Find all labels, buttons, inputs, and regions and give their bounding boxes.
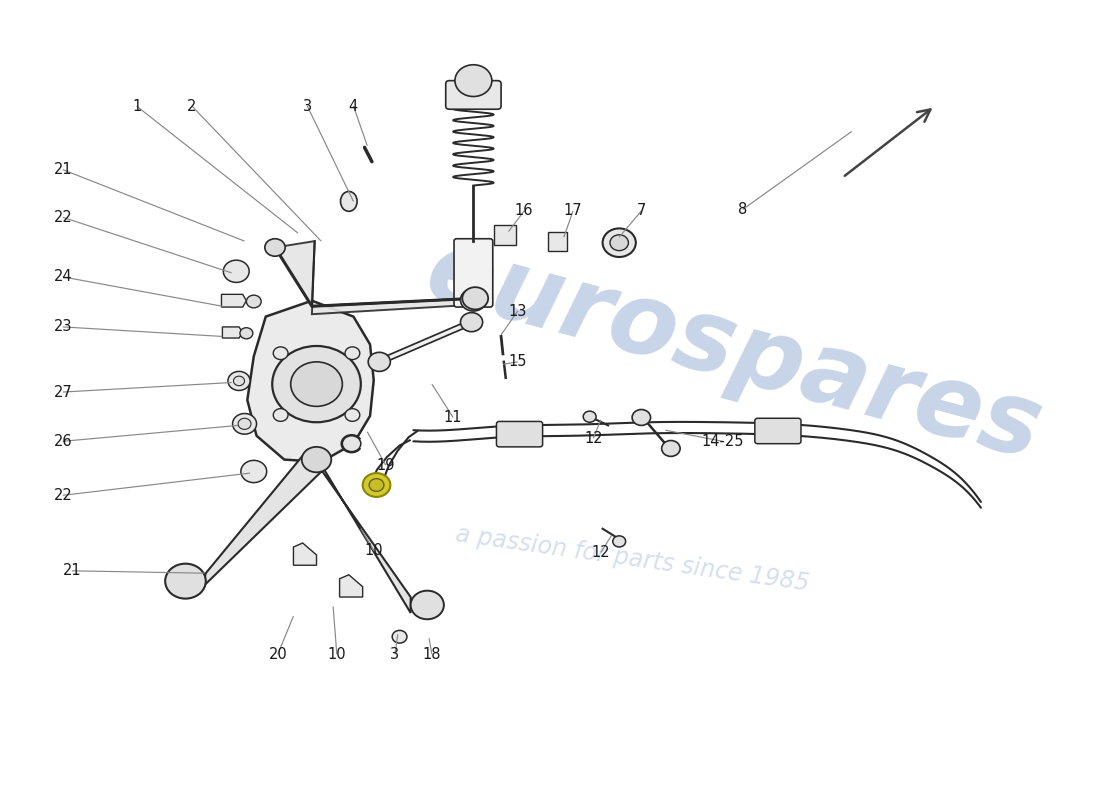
Text: 21: 21 [63,563,81,578]
Text: 20: 20 [268,646,287,662]
Circle shape [233,376,244,386]
Circle shape [410,590,444,619]
Circle shape [370,478,384,491]
Text: 3: 3 [390,646,399,662]
Text: 22: 22 [54,488,73,503]
Text: 26: 26 [54,434,73,449]
Polygon shape [248,301,374,462]
Circle shape [223,260,250,282]
Circle shape [583,411,596,422]
Polygon shape [494,226,516,245]
Text: 2: 2 [187,98,197,114]
Ellipse shape [341,191,358,211]
Text: 11: 11 [443,410,462,425]
Circle shape [273,409,288,422]
Text: 16: 16 [515,203,534,218]
Text: 14-25: 14-25 [702,434,744,449]
Polygon shape [222,327,243,338]
Circle shape [368,352,390,371]
Circle shape [461,289,486,311]
Circle shape [273,347,288,359]
FancyBboxPatch shape [454,238,493,307]
Polygon shape [275,241,475,314]
Circle shape [228,371,250,390]
Text: 13: 13 [508,303,527,318]
Text: 12: 12 [592,545,611,560]
Circle shape [610,234,628,250]
FancyBboxPatch shape [496,422,542,447]
Circle shape [613,536,626,547]
Polygon shape [340,574,363,597]
Text: 8: 8 [738,202,748,217]
Text: 17: 17 [563,203,582,218]
Circle shape [661,441,680,457]
Circle shape [241,460,266,482]
Circle shape [462,287,488,310]
Text: 23: 23 [54,319,72,334]
Polygon shape [221,294,246,307]
Circle shape [603,229,636,257]
Text: 19: 19 [376,458,395,473]
Polygon shape [202,450,410,613]
Circle shape [165,564,206,598]
Text: 10: 10 [364,543,383,558]
Circle shape [632,410,650,426]
Text: 3: 3 [302,98,312,114]
Circle shape [246,295,261,308]
Circle shape [461,313,483,332]
Text: 22: 22 [54,210,73,225]
Text: 24: 24 [54,270,73,284]
Circle shape [265,238,285,256]
Text: 10: 10 [328,646,346,662]
Text: 27: 27 [54,385,73,399]
Circle shape [345,347,360,359]
Text: 4: 4 [349,98,359,114]
Text: 1: 1 [132,98,141,114]
Circle shape [345,409,360,422]
Circle shape [240,328,253,339]
Circle shape [455,65,492,97]
Circle shape [272,346,361,422]
Text: 18: 18 [422,646,441,662]
Text: eurospares: eurospares [416,224,1052,481]
Circle shape [342,436,361,452]
Circle shape [238,418,251,430]
FancyBboxPatch shape [446,81,502,110]
Circle shape [393,630,407,643]
Polygon shape [294,543,317,566]
Polygon shape [548,231,566,250]
Circle shape [232,414,256,434]
Text: 12: 12 [584,430,603,446]
Circle shape [363,473,390,497]
Text: 7: 7 [637,203,646,218]
Circle shape [301,447,331,472]
Text: 21: 21 [54,162,73,177]
Text: a passion for parts since 1985: a passion for parts since 1985 [453,522,811,596]
Circle shape [290,362,342,406]
Text: 15: 15 [508,354,527,370]
FancyBboxPatch shape [755,418,801,444]
